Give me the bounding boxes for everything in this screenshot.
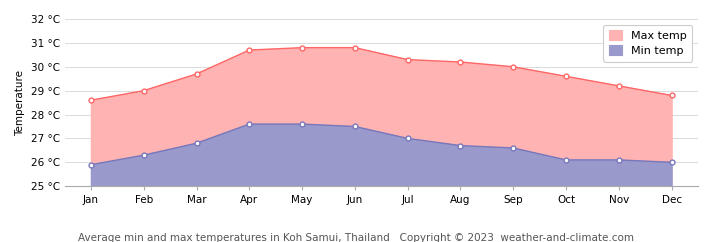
- Y-axis label: Temperature: Temperature: [15, 70, 25, 136]
- Text: Average min and max temperatures in Koh Samui, Thailand   Copyright © 2023  weat: Average min and max temperatures in Koh …: [78, 233, 635, 242]
- Legend: Max temp, Min temp: Max temp, Min temp: [603, 24, 692, 62]
